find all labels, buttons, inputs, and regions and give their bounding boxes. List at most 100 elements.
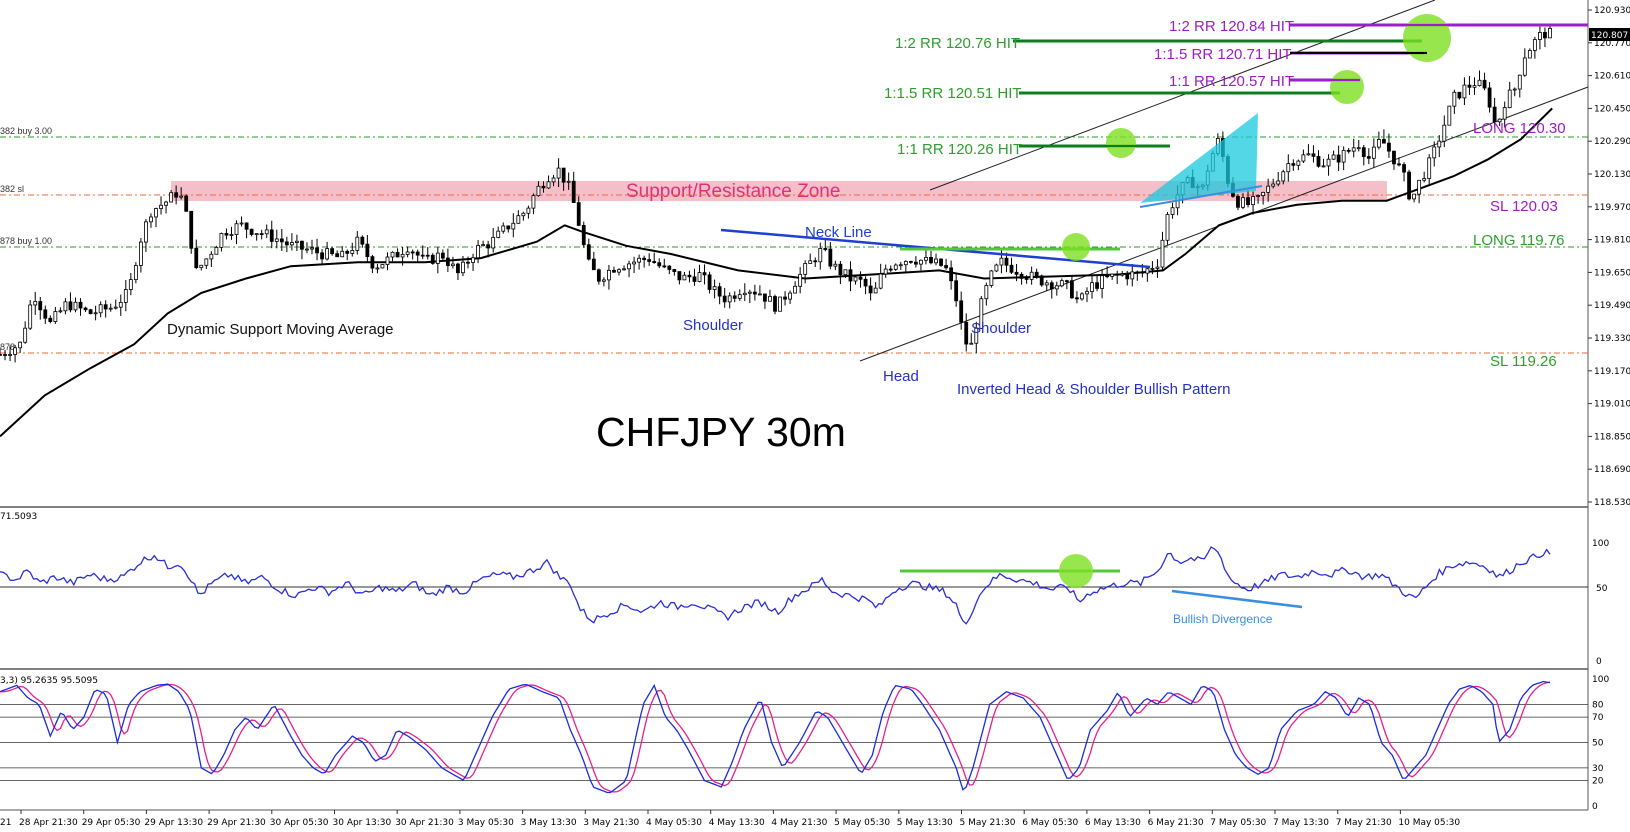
candle-body (924, 257, 928, 261)
candle-body (617, 269, 621, 273)
time-tick-label: 30 Apr 21:30 (395, 818, 454, 828)
candle-body (627, 263, 631, 270)
candle-body (1502, 107, 1507, 120)
candle-body (1532, 39, 1537, 51)
candle-body (1397, 163, 1401, 166)
candle-body (103, 304, 108, 310)
current-price-box (1589, 28, 1630, 41)
candle-body (73, 301, 78, 311)
candle-body (647, 259, 652, 262)
candle-body (83, 307, 88, 311)
price-tick-label: 119.010 (1594, 400, 1630, 410)
candle-body (284, 241, 289, 246)
candle-body (1392, 150, 1396, 165)
candle-body (903, 260, 908, 266)
stoch-tick-label: 100 (1592, 675, 1609, 685)
stoch-header: 3,3) 95.2635 95.5095 (0, 676, 98, 686)
candle-body (128, 279, 133, 290)
candle-body (984, 285, 989, 300)
candle-body (1120, 273, 1125, 276)
shoulder-right-label: Shoulder (971, 320, 1031, 337)
target-purple-3-label: 1:2 RR 120.84 HIT (1169, 18, 1294, 35)
candle-body (687, 274, 692, 278)
candle-body (1336, 154, 1341, 163)
candle-body (345, 250, 350, 254)
price-tick-label: 120.770 (1594, 39, 1630, 49)
candle-body (1371, 146, 1376, 159)
candle-body (667, 265, 672, 270)
candle-body (717, 286, 722, 297)
candle-body (1170, 207, 1175, 215)
candle-body (451, 263, 455, 267)
candle-body (420, 254, 425, 257)
candle-body (68, 301, 73, 311)
candle-body (98, 304, 103, 314)
candle-body (295, 240, 299, 243)
candle-body (405, 251, 410, 255)
candle-body (1251, 196, 1255, 206)
candle-body (1507, 89, 1512, 108)
candle-body (164, 201, 168, 206)
candle-body (179, 195, 184, 198)
head-label: Head (883, 368, 919, 385)
candle-body (118, 302, 123, 308)
candle-body (742, 292, 747, 296)
candle-body (390, 251, 395, 258)
candle-body (632, 261, 636, 265)
candle-body (833, 263, 838, 267)
candle-body (365, 243, 370, 258)
candle-body (279, 238, 284, 243)
candle-body (521, 212, 526, 217)
chart-title: CHFJPY 30m (596, 409, 846, 455)
target-purple-2-label: 1:1.5 RR 120.71 HIT (1154, 46, 1292, 63)
candle-body (561, 167, 566, 183)
stoch-tick-label: 20 (1592, 777, 1604, 787)
rsi-marker (1059, 554, 1093, 588)
candle-body (1049, 282, 1054, 290)
candle-body (108, 307, 113, 310)
candle-body (234, 223, 239, 235)
candle-body (944, 265, 948, 269)
candle-body (0, 353, 2, 356)
stoch-k-line (0, 680, 1551, 794)
time-tick-label: 5 May 13:30 (897, 818, 953, 828)
time-tick-label: 30 Apr 13:30 (333, 818, 392, 828)
candle-body (3, 354, 7, 356)
candle-body (1155, 266, 1160, 269)
candle-body (33, 301, 38, 306)
stoch-d-line (0, 681, 1551, 793)
time-tick-label: 5 May 21:30 (960, 818, 1016, 828)
stoch-tick-label: 70 (1592, 713, 1604, 723)
candle-body (1115, 273, 1120, 276)
candle-body (1261, 191, 1266, 196)
candle-body (410, 251, 415, 254)
candle-body (1014, 271, 1019, 275)
candle-body (289, 242, 294, 246)
candle-body (541, 185, 546, 189)
candle-body (526, 207, 531, 214)
candle-body (848, 269, 853, 282)
candle-body (818, 248, 823, 263)
candle-body (757, 293, 762, 296)
candle-body (229, 234, 234, 236)
candle-body (732, 295, 737, 299)
candle-body (788, 292, 792, 300)
candle-body (828, 248, 833, 267)
candle-body (133, 265, 138, 281)
candle-body (1004, 257, 1009, 266)
candle-body (440, 252, 445, 259)
price-tick-label: 118.850 (1594, 432, 1630, 442)
candle-body (1024, 277, 1029, 280)
channel-upper-line (929, 0, 1436, 191)
time-tick-label: 28 Apr 21:30 (19, 818, 78, 828)
candle-body (88, 309, 93, 315)
candle-body (325, 248, 330, 260)
candle-body (315, 247, 319, 254)
candle-body (652, 261, 657, 264)
candle-body (1452, 91, 1457, 107)
fib-label-878-buy: 878 buy 1.00 (0, 236, 52, 246)
candle-body (320, 252, 324, 260)
candle-body (752, 291, 757, 295)
pattern-label: Inverted Head & Shoulder Bullish Pattern (957, 381, 1231, 398)
